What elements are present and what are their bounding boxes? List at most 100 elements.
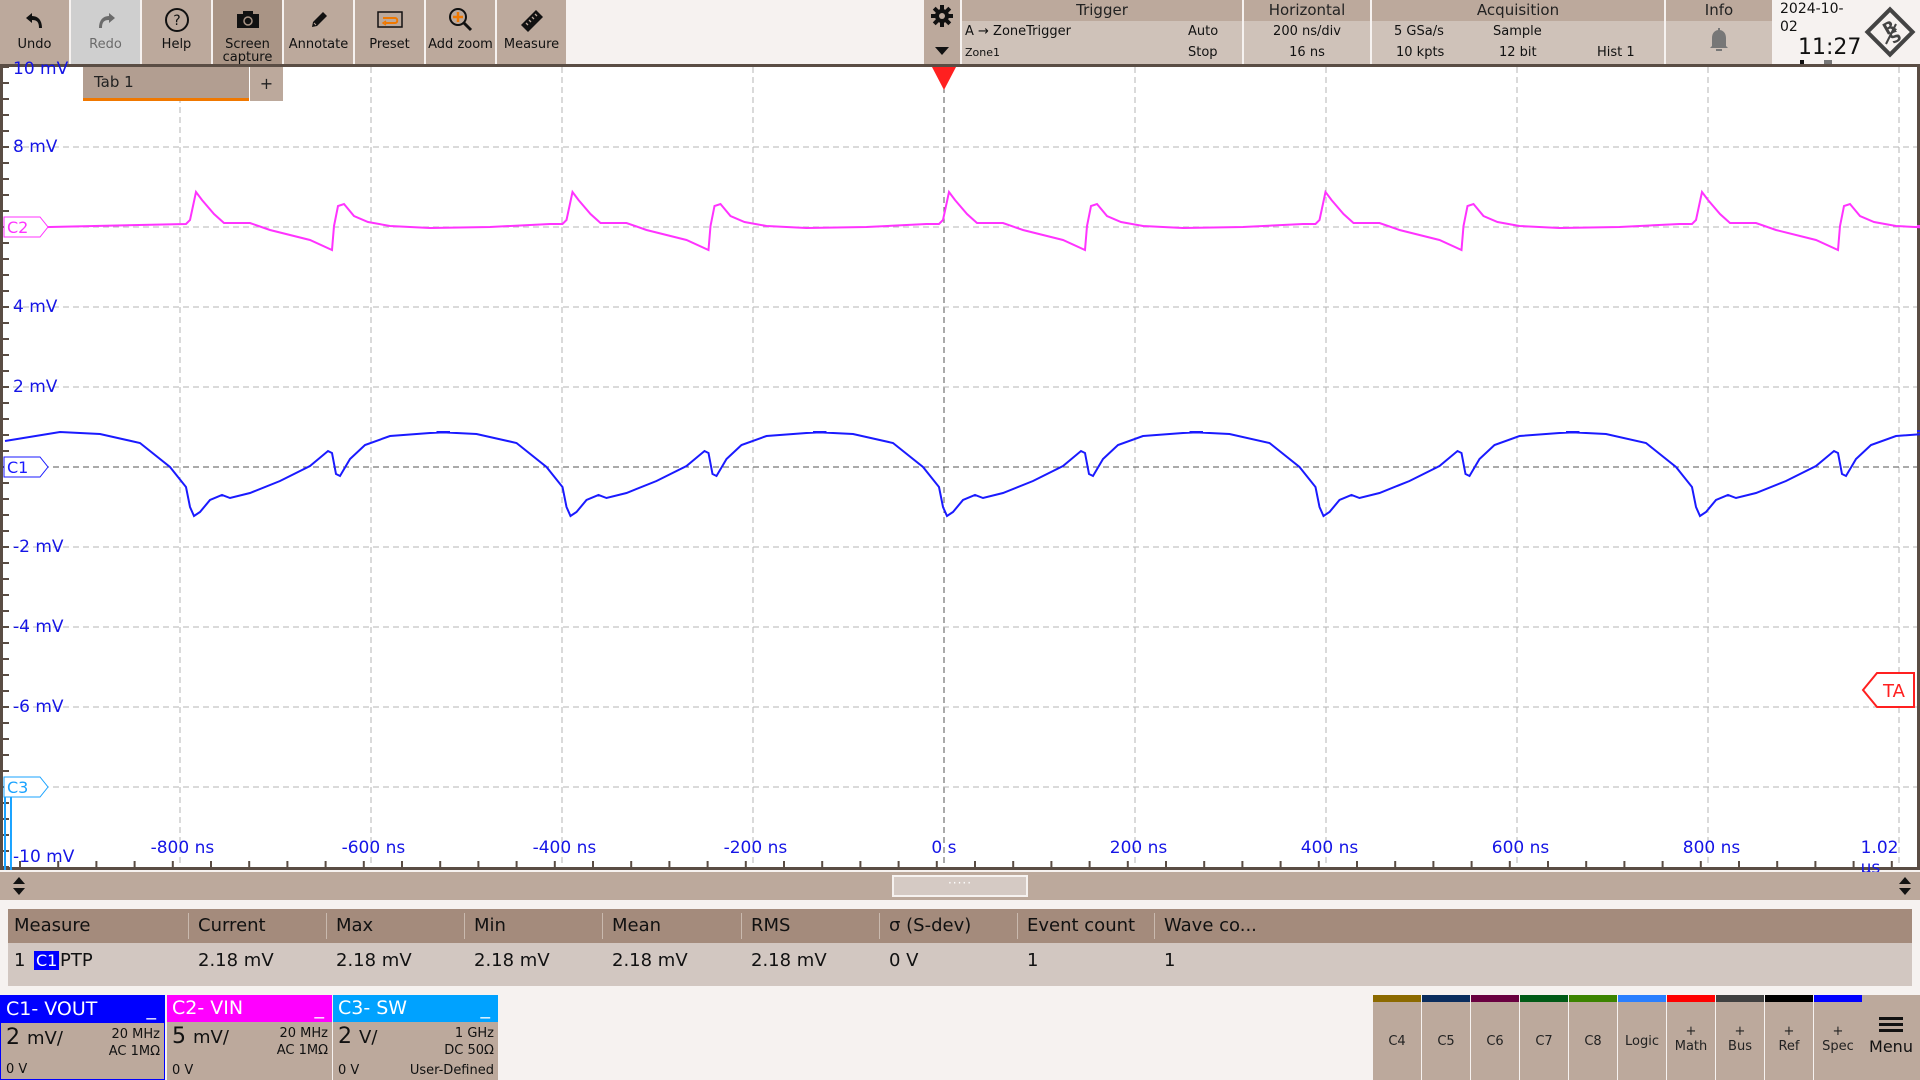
- horizontal-position: 16 ns: [1289, 45, 1325, 60]
- svg-text:?: ?: [173, 13, 180, 29]
- x-axis-label: 200 ns: [1109, 838, 1168, 858]
- c3-waveform: [4, 785, 12, 870]
- channel-c2-title[interactable]: C2- VIN _: [167, 995, 332, 1022]
- acquisition-panel[interactable]: Acquisition 5 GSa/s Sample 10 kpts 12 bit H…: [1372, 0, 1664, 64]
- col-mean[interactable]: Mean: [612, 915, 662, 936]
- x-axis-label: 0 s: [931, 838, 957, 858]
- menu-button[interactable]: Menu: [1862, 995, 1920, 1080]
- toolbar: Undo Redo ? Help Screen capture Annotate: [0, 0, 566, 64]
- resize-updown-icon[interactable]: [12, 876, 26, 900]
- channel-c3-scale: 2 V/: [338, 1024, 378, 1049]
- measure-button[interactable]: Measure: [497, 0, 566, 64]
- side-button-c5[interactable]: C5: [1422, 995, 1470, 1080]
- side-button-math[interactable]: + Math: [1667, 995, 1715, 1080]
- svg-text:C1: C1: [7, 458, 28, 477]
- add-tab-button[interactable]: +: [250, 67, 283, 101]
- side-button-bus[interactable]: + Bus: [1716, 995, 1764, 1080]
- measurement-row[interactable]: 1 C1 PTP 2.18 mV 2.18 mV 2.18 mV 2.18 mV…: [8, 943, 1912, 986]
- diagram-scroll-thumb[interactable]: ·····: [892, 875, 1028, 897]
- y-axis-label: -6 mV: [13, 697, 64, 717]
- side-button-ref[interactable]: + Ref: [1765, 995, 1813, 1080]
- ruler-icon: [519, 6, 545, 34]
- channel-c2-box[interactable]: C2- VIN _ 5 mV/ 20 MHz AC 1MΩ 0 V: [167, 995, 332, 1080]
- measurement-table-header: Measure Current Max Min Mean RMS σ (S-de…: [8, 909, 1912, 943]
- col-current[interactable]: Current: [198, 915, 266, 936]
- dropdown-triangle-icon[interactable]: [934, 41, 950, 60]
- settings-panel-toggle[interactable]: [924, 0, 960, 64]
- measure-sdev: 0 V: [889, 950, 919, 971]
- c3-offset-marker[interactable]: C3: [3, 776, 49, 798]
- add-zoom-button[interactable]: Add zoom: [426, 0, 495, 64]
- trigger-mode: Auto: [1188, 24, 1219, 39]
- redo-button[interactable]: Redo: [71, 0, 140, 64]
- screen-capture-button[interactable]: Screen capture: [213, 0, 282, 64]
- info-header: Info: [1666, 0, 1772, 21]
- x-axis-label: -800 ns: [150, 838, 215, 858]
- side-button-logic[interactable]: Logic: [1618, 995, 1666, 1080]
- c2-offset-marker[interactable]: C2: [3, 216, 49, 238]
- channel-c1-scale: 2 mV/: [6, 1025, 63, 1050]
- side-button-c6[interactable]: C6: [1471, 995, 1519, 1080]
- trigger-panel[interactable]: Trigger A → ZoneTrigger Auto Zone1 Stop: [962, 0, 1242, 64]
- channel-c3-box[interactable]: C3- SW _ 2 V/ 1 GHz DC 50Ω 0 V User-Define…: [333, 995, 498, 1080]
- measure-mean: 2.18 mV: [612, 950, 688, 971]
- pencil-icon: [308, 6, 330, 34]
- x-axis-label: -600 ns: [341, 838, 406, 858]
- waveform-canvas[interactable]: C2 C1 C3 TA: [0, 64, 1920, 870]
- y-axis-label: 8 mV: [13, 137, 58, 157]
- redo-arrow-icon: [95, 6, 117, 34]
- measurement-table[interactable]: Measure Current Max Min Mean RMS σ (S-de…: [8, 909, 1912, 986]
- trigger-position-marker: [932, 67, 956, 90]
- acquisition-mode: Sample: [1493, 24, 1542, 39]
- x-axis-label: 400 ns: [1300, 838, 1359, 858]
- c1-waveform: [4, 430, 1920, 518]
- annotate-button[interactable]: Annotate: [284, 0, 353, 64]
- preset-label: Preset: [369, 37, 410, 52]
- measure-wave-count: 1: [1164, 950, 1176, 971]
- col-wave-count[interactable]: Wave co...: [1164, 915, 1257, 936]
- c1-offset-marker[interactable]: C1: [3, 456, 49, 478]
- help-button[interactable]: ? Help: [142, 0, 211, 64]
- measure-rms: 2.18 mV: [751, 950, 827, 971]
- side-button-c4[interactable]: C4: [1373, 995, 1421, 1080]
- y-axis-label: -10 mV: [13, 847, 75, 867]
- channel-c1-title[interactable]: C1- VOUT _: [1, 996, 164, 1023]
- channel-c2-scale: 5 mV/: [172, 1024, 229, 1049]
- undo-button[interactable]: Undo: [0, 0, 69, 64]
- camera-icon: [236, 6, 260, 34]
- trigger-level-marker[interactable]: TA: [1861, 672, 1915, 708]
- gear-icon[interactable]: [930, 4, 954, 32]
- measure-event-count: 1: [1027, 950, 1039, 971]
- channel-c1-settings: 20 MHz AC 1MΩ: [108, 1027, 160, 1059]
- side-button-spec[interactable]: + Spec: [1814, 995, 1862, 1080]
- waveform-display[interactable]: [0, 64, 1920, 870]
- col-event-count[interactable]: Event count: [1027, 915, 1136, 936]
- menu-label: Menu: [1869, 1037, 1913, 1056]
- question-circle-icon: ?: [164, 6, 190, 34]
- side-button-c7[interactable]: C7: [1520, 995, 1568, 1080]
- horizontal-panel[interactable]: Horizontal 200 ns/div 16 ns: [1244, 0, 1370, 64]
- diagram-resize-strip[interactable]: ·····: [0, 872, 1920, 900]
- col-min[interactable]: Min: [474, 915, 506, 936]
- y-axis-label: 2 mV: [13, 377, 58, 397]
- col-max[interactable]: Max: [336, 915, 374, 936]
- preset-button[interactable]: Preset: [355, 0, 424, 64]
- zoom-plus-icon: [448, 6, 474, 34]
- channel-c1-box[interactable]: C1- VOUT _ 2 mV/ 20 MHz AC 1MΩ 0 V: [0, 995, 165, 1080]
- measure-label: Measure: [503, 37, 560, 52]
- side-button-c8[interactable]: C8: [1569, 995, 1617, 1080]
- resolution: 12 bit: [1499, 45, 1537, 60]
- info-panel[interactable]: Info: [1666, 0, 1772, 64]
- x-axis-label: 600 ns: [1491, 838, 1550, 858]
- resize-updown-icon-right[interactable]: [1898, 876, 1912, 900]
- col-sdev[interactable]: σ (S-dev): [889, 915, 972, 936]
- bell-icon[interactable]: [1666, 21, 1772, 57]
- tab-1[interactable]: Tab 1: [83, 67, 249, 101]
- annotate-label: Annotate: [288, 37, 349, 52]
- channel-c1-offset: 0 V: [6, 1062, 28, 1077]
- channel-c3-title[interactable]: C3- SW _: [333, 995, 498, 1022]
- x-axis-label: -200 ns: [723, 838, 788, 858]
- col-measure[interactable]: Measure: [14, 915, 91, 936]
- col-rms[interactable]: RMS: [751, 915, 791, 936]
